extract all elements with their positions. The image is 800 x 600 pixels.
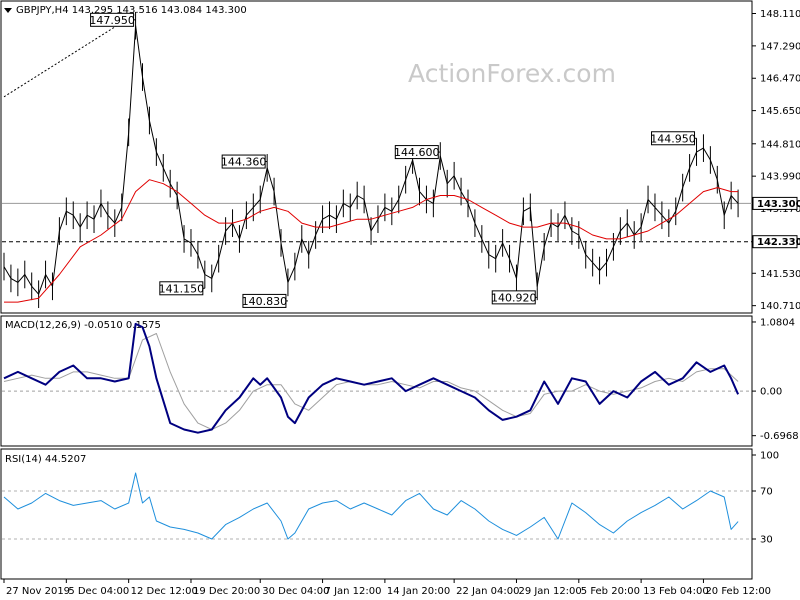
rsi-line	[3, 472, 739, 540]
support-level-label-box	[752, 235, 798, 249]
callout-box	[159, 281, 204, 296]
macd-y-tick-label: -0.6968	[760, 431, 799, 442]
callout-box	[394, 145, 439, 160]
callout-box	[651, 131, 696, 146]
macd-line	[3, 322, 740, 434]
rsi-y-tick-label: 70	[760, 487, 773, 498]
callout-label: 144.360	[221, 156, 267, 169]
price-y-tick-label: 145.650	[760, 106, 800, 117]
rsi-panel-title: RSI(14) 44.5207	[5, 454, 86, 465]
callout-box	[90, 12, 135, 27]
trend-line	[3, 13, 136, 98]
callouts-layer: 147.950 141.150 144.360 140.830 144.600 140.9…	[89, 12, 697, 308]
callout-box	[491, 290, 536, 305]
current-price-label: 143.300	[757, 199, 800, 210]
dropdown-triangle-icon[interactable]	[4, 8, 12, 13]
price-panel	[0, 0, 753, 314]
y-axis-layer: 148.110 147.290 146.470 145.650 144.810 143.9…	[752, 9, 800, 546]
x-axis-label: 5 Feb 20:00	[581, 586, 640, 597]
series-layer	[3, 11, 740, 540]
support-level-label: 142.330	[757, 237, 800, 248]
x-axis-label: 14 Jan 20:00	[387, 586, 450, 597]
rsi-y-tick-label: 100	[760, 451, 779, 462]
rsi-panel	[0, 448, 753, 580]
price-y-tick-label: 144.810	[760, 139, 800, 150]
x-axis-label: 5 Dec 04:00	[68, 586, 129, 597]
x-axis-label: 30 Dec 04:00	[262, 586, 329, 597]
callout-box	[221, 154, 266, 169]
macd-panel-title: MACD(12,26,9) -0.0510 0.1575	[5, 320, 161, 331]
callout-label: 147.950	[89, 14, 135, 27]
x-axis-label: 13 Feb 04:00	[643, 586, 709, 597]
x-axis-label: 12 Dec 12:00	[131, 586, 198, 597]
price-y-tick-label: 143.990	[760, 172, 800, 183]
rsi-y-tick-label: 30	[760, 535, 773, 546]
callout-label: 144.600	[394, 146, 440, 159]
price-y-tick-label: 147.290	[760, 41, 800, 52]
macd-panel	[0, 315, 753, 447]
x-axis-label: 22 Jan 04:00	[456, 586, 519, 597]
x-axis-label: 29 Jan 12:00	[518, 586, 581, 597]
x-axis-label: 7 Jan 12:00	[325, 586, 382, 597]
x-axis-label: 19 Dec 20:00	[193, 586, 260, 597]
x-axis-label: 20 Feb 12:00	[705, 586, 771, 597]
callout-label: 141.150	[159, 282, 205, 295]
price-line	[3, 25, 739, 295]
watermark: ActionForex.com	[408, 59, 616, 88]
x-axis-label: 27 Nov 2019	[6, 586, 70, 597]
current-price-label-box	[752, 196, 798, 210]
callout-label: 140.830	[242, 295, 288, 308]
price-panel-title: GBPJPY,H4 143.295 143.516 143.084 143.30…	[16, 5, 247, 16]
price-y-tick-label: 146.470	[760, 74, 800, 85]
moving-average-line	[4, 179, 739, 303]
macd-y-tick-label: 1.0804	[760, 317, 795, 328]
price-y-tick-label: 141.530	[760, 269, 800, 280]
callout-box	[242, 293, 287, 308]
price-y-tick-label: 148.110	[760, 9, 800, 20]
callout-label: 140.920	[491, 291, 537, 304]
macd-y-tick-label: 0.00	[760, 387, 782, 398]
callout-label: 144.950	[650, 132, 696, 145]
price-y-tick-label: 140.710	[760, 301, 800, 312]
